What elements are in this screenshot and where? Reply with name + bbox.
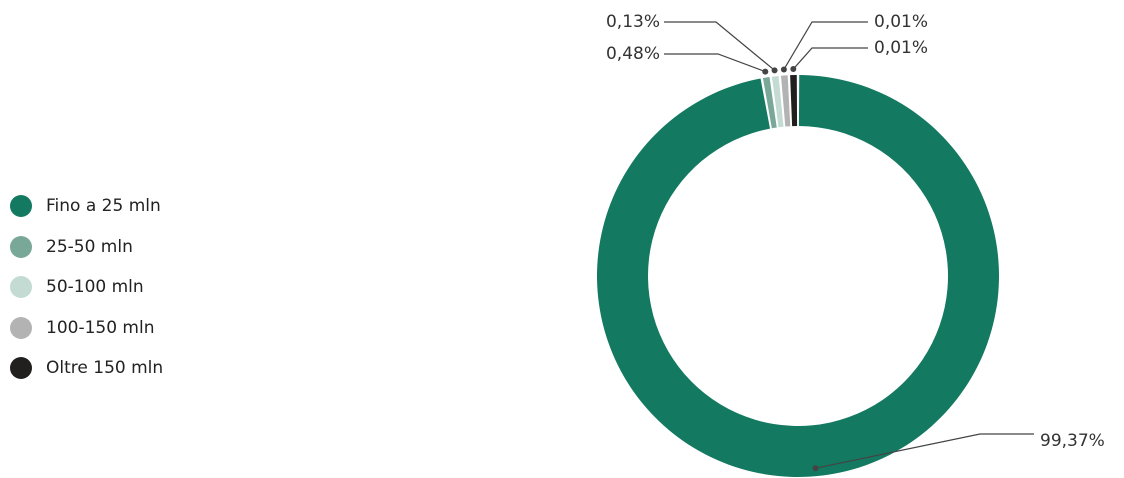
data-labels: 99,37% 0,48% 0,13% 0,01% 0,01% — [606, 12, 1105, 472]
donut-slice — [597, 75, 999, 477]
legend-label: Fino a 25 mln — [46, 196, 161, 217]
legend-swatch — [10, 316, 32, 339]
donut-slice — [781, 75, 791, 127]
legend-label: 100-150 mln — [46, 317, 155, 338]
legend-item: Oltre 150 mln — [10, 348, 163, 389]
legend-label: 50-100 mln — [46, 277, 144, 298]
data-label: 0,13% — [606, 12, 660, 32]
legend-item: 100-150 mln — [10, 308, 163, 349]
data-label: 0,01% — [874, 38, 928, 58]
data-label: 0,01% — [874, 12, 928, 32]
label-leader-line — [792, 47, 868, 70]
legend-label: 25-50 mln — [46, 236, 133, 257]
legend-swatch — [10, 357, 32, 380]
legend-swatch — [10, 235, 32, 258]
label-leader-line — [664, 53, 766, 73]
legend-item: Fino a 25 mln — [10, 186, 163, 227]
donut-slices — [597, 75, 999, 477]
legend-item: 50-100 mln — [10, 267, 163, 308]
legend-swatch — [10, 276, 32, 299]
label-leader-line — [783, 21, 868, 70]
legend-item: 25-50 mln — [10, 227, 163, 268]
data-label: 99,37% — [1040, 431, 1105, 451]
chart-legend: Fino a 25 mln 25-50 mln 50-100 mln 100-1… — [10, 186, 163, 389]
donut-slice — [762, 77, 777, 129]
donut-slice — [771, 75, 784, 128]
legend-label: Oltre 150 mln — [46, 358, 164, 379]
legend-swatch — [10, 195, 32, 218]
donut-slice — [790, 75, 798, 127]
label-leader-line — [664, 21, 775, 71]
data-label: 0,48% — [606, 44, 660, 64]
label-leader-line — [815, 433, 1034, 469]
